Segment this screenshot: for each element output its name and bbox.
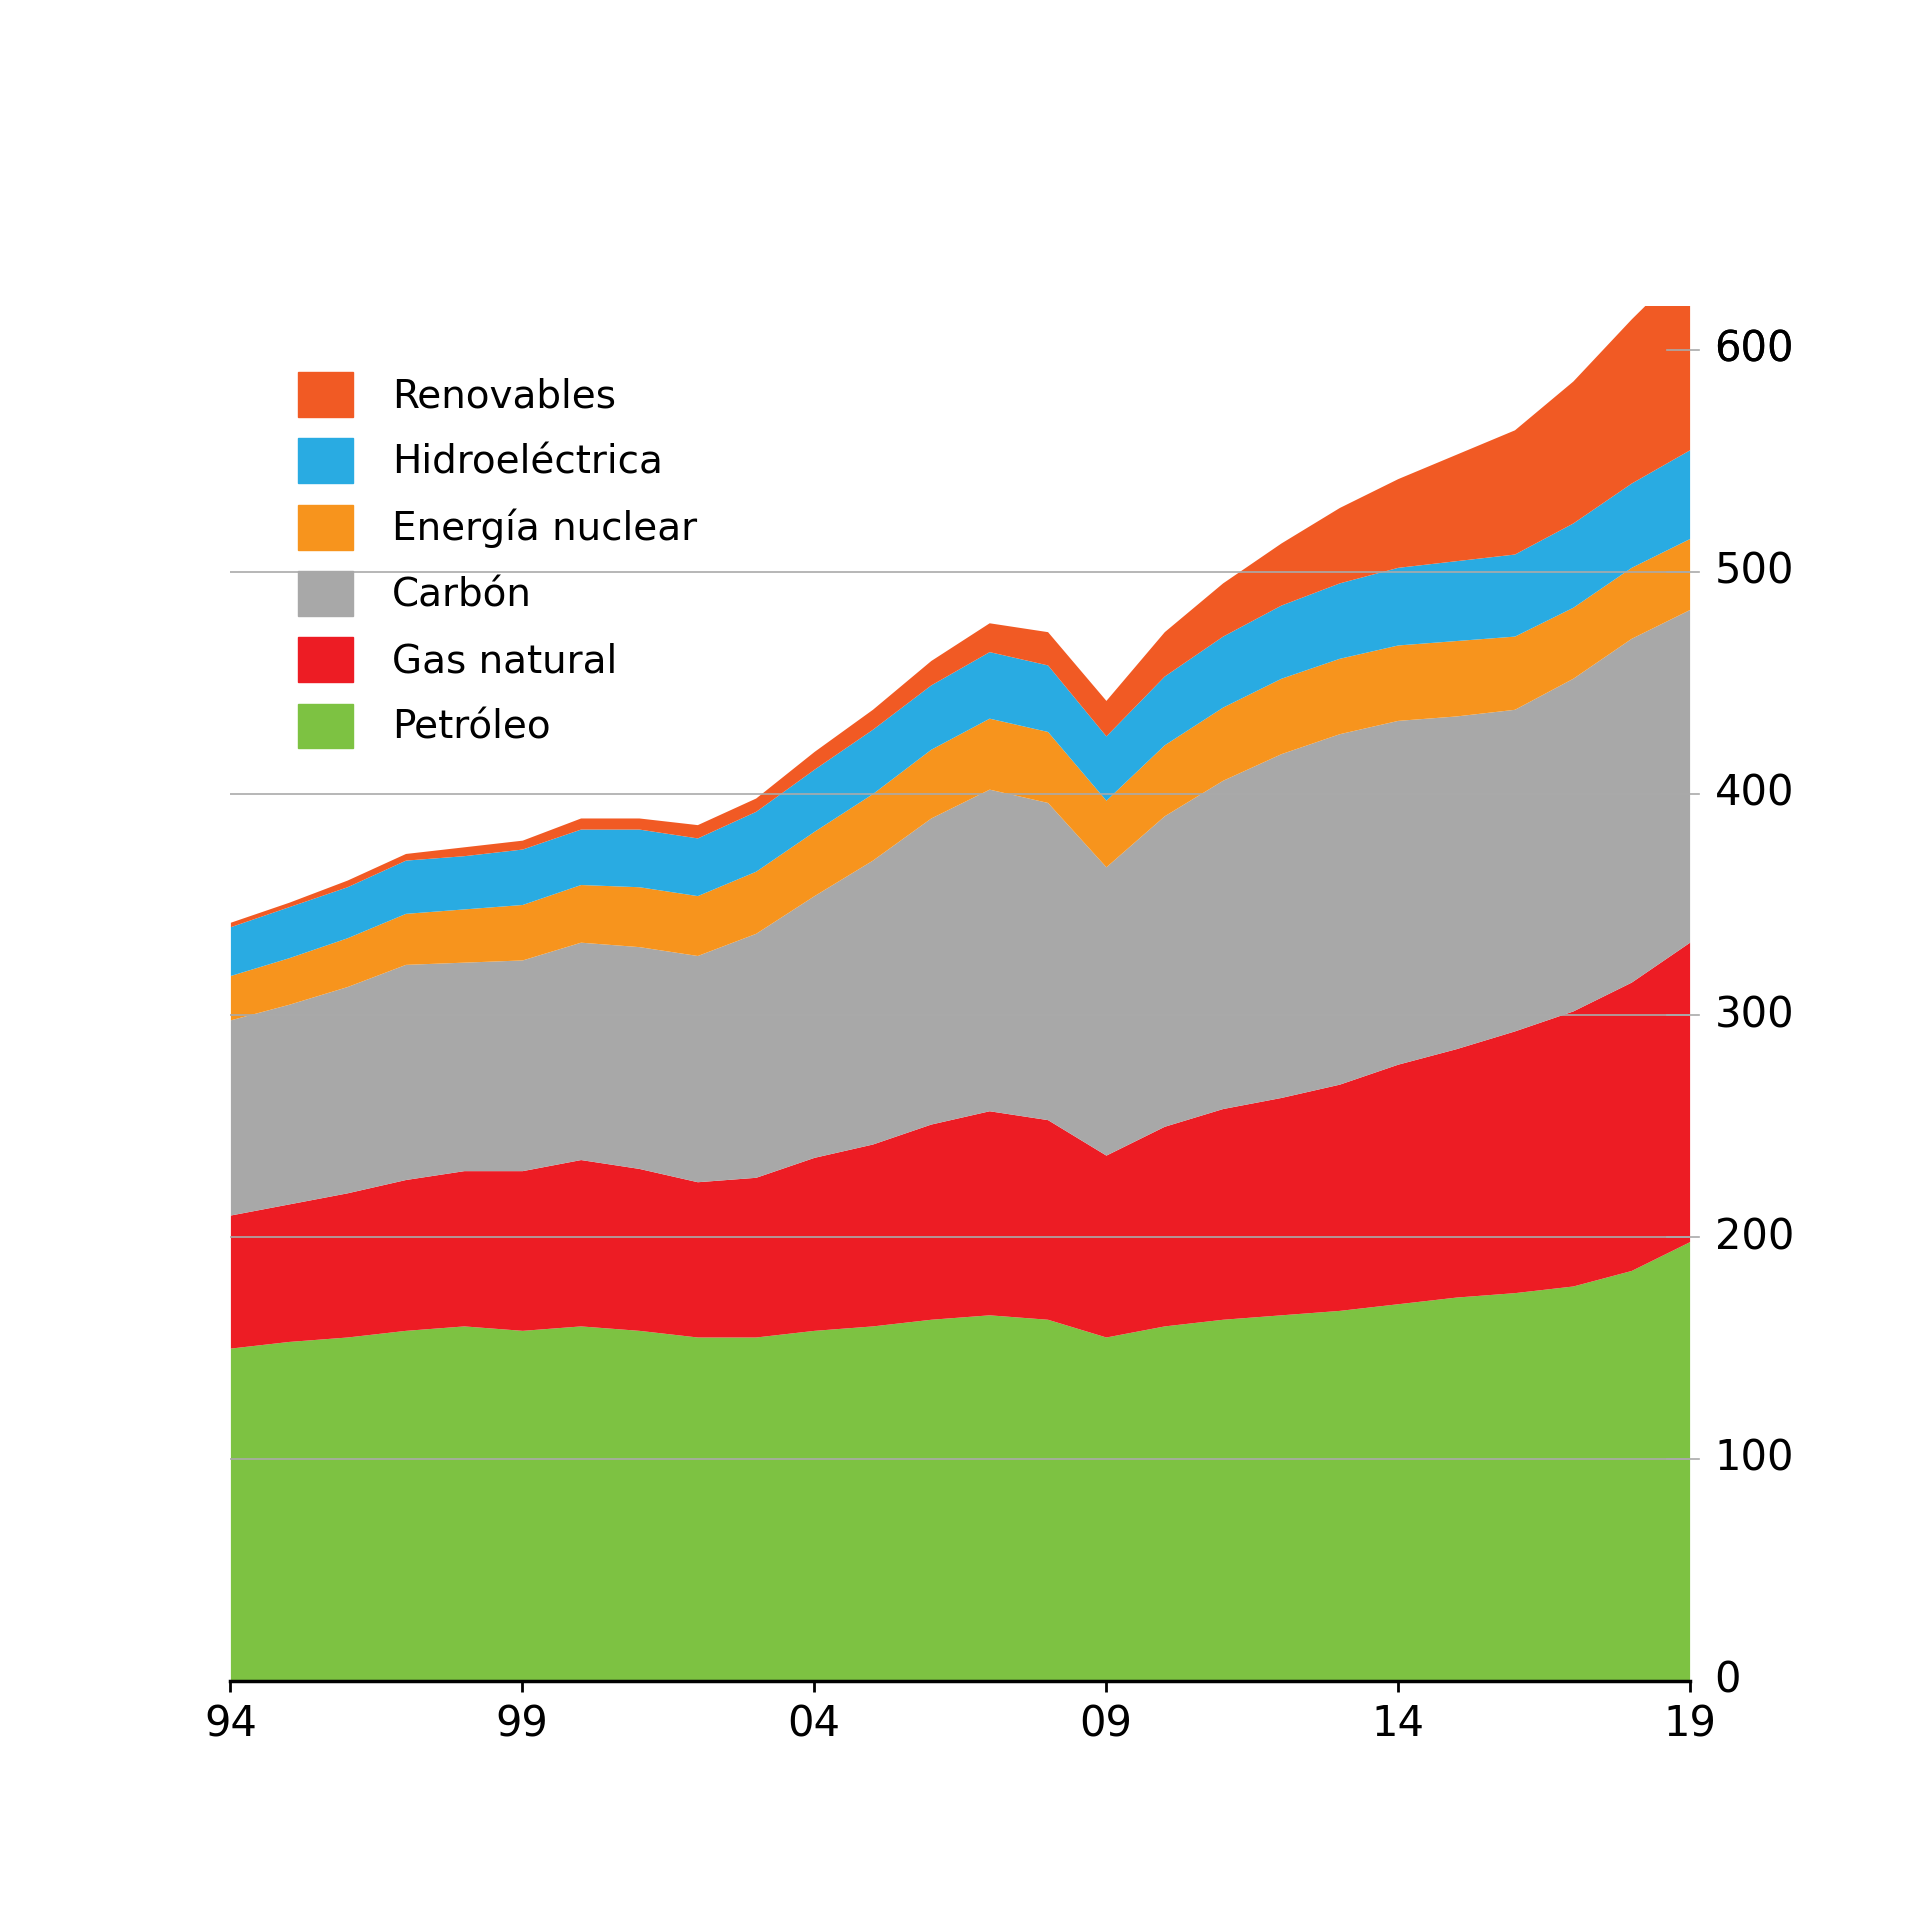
Text: 200: 200 [1715,1217,1793,1259]
Text: 400: 400 [1715,772,1793,814]
Text: 300: 300 [1715,995,1793,1037]
Text: 600: 600 [1715,329,1793,371]
Text: 500: 500 [1715,550,1793,592]
Text: 0: 0 [1715,1660,1741,1702]
Text: 100: 100 [1715,1438,1793,1480]
Legend: Renovables, Hidroeléctrica, Energía nuclear, Carbón, Gas natural, Petróleo: Renovables, Hidroeléctrica, Energía nucl… [278,353,716,768]
Text: 600: 600 [1715,329,1793,371]
